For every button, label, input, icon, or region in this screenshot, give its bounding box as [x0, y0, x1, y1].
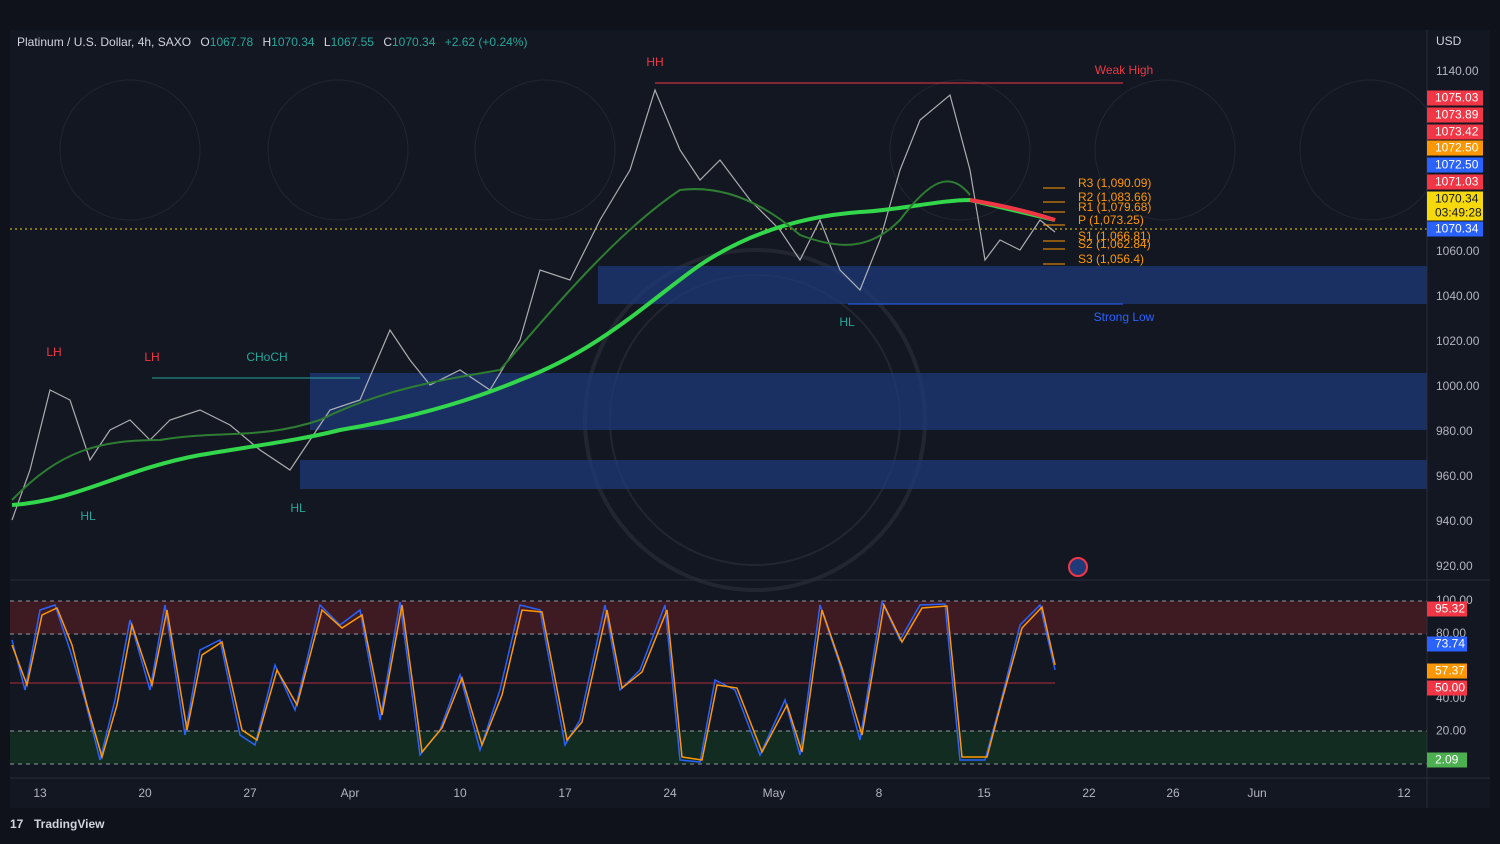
price-label: 960.00 [1436, 469, 1473, 483]
price-tag-label: 1071.03 [1435, 175, 1479, 189]
close-label: C [383, 35, 392, 49]
structure-label: Weak High [1095, 63, 1153, 77]
oversold-band [10, 731, 1427, 764]
brand-logo: 17 [10, 817, 24, 831]
stoch-k [11, 599, 1056, 763]
osc-tag [1427, 680, 1467, 696]
osc-tag [1427, 752, 1467, 768]
structure-label: CHoCH [246, 350, 287, 364]
price-label: 1140.00 [1436, 64, 1479, 78]
pivot-label: R1 (1,079.68) [1078, 200, 1151, 214]
price-tag-label: 1070.34 [1435, 222, 1479, 236]
osc-tag-label: 73.74 [1435, 637, 1465, 651]
price-tag-label: 1073.89 [1435, 108, 1479, 122]
price-tag-label: 1070.34 [1435, 192, 1479, 206]
structure-label: HL [80, 509, 96, 523]
low: 1067.55 [331, 35, 375, 49]
price-tag-label: 1072.50 [1435, 141, 1479, 155]
overbought-band [10, 601, 1427, 634]
osc-label: 20.00 [1436, 724, 1466, 738]
price-tag-label: 1075.03 [1435, 91, 1479, 105]
header: Platinum / U.S. Dollar, 4h, SAXO O1067.7… [17, 35, 527, 49]
price-tag [1427, 221, 1483, 237]
price-tag [1427, 90, 1483, 106]
time-label: 17 [558, 786, 572, 800]
pivot-label: P (1,073.25) [1078, 213, 1144, 227]
structure-label: LH [46, 345, 61, 359]
price-label: 1040.00 [1436, 289, 1480, 303]
time-label: 13 [33, 786, 47, 800]
high-label: H [263, 35, 272, 49]
event-flag[interactable] [1068, 557, 1088, 577]
structure-label: Strong Low [1094, 310, 1155, 324]
price-label: 1020.00 [1436, 334, 1480, 348]
symbol: Platinum / U.S. Dollar, 4h, SAXO [17, 35, 191, 49]
price-tag-label: 03:49:28 [1435, 206, 1482, 220]
osc-label: 80.00 [1436, 626, 1466, 640]
time-label: 15 [977, 786, 991, 800]
ema-fast-line [11, 180, 971, 501]
demand-zone [300, 460, 1427, 489]
price-tag-label: 1072.50 [1435, 158, 1479, 172]
price-label: 940.00 [1436, 514, 1473, 528]
osc-tag [1427, 636, 1467, 652]
ema-bear-line [969, 198, 1056, 222]
demand-zone [598, 266, 1427, 304]
pivot-label: S3 (1,056.4) [1078, 252, 1144, 266]
price-tag [1427, 107, 1483, 123]
pivot-label: R2 (1,083.66) [1078, 190, 1151, 204]
osc-tag-label: 95.32 [1435, 602, 1465, 616]
osc-tag-label: 57.37 [1435, 664, 1465, 678]
time-label: 20 [138, 786, 152, 800]
pivot-label: S2 (1,062.84) [1078, 237, 1151, 251]
structure-label: HL [839, 315, 855, 329]
osc-tag [1427, 601, 1467, 617]
time-label: May [763, 786, 786, 800]
low-label: L [324, 35, 331, 49]
structure-label: HH [646, 55, 663, 69]
time-label: 10 [453, 786, 467, 800]
price-tag [1427, 191, 1483, 207]
price-label: 1060.00 [1436, 244, 1480, 258]
price-tag [1427, 205, 1483, 221]
close: 1070.34 [392, 35, 436, 49]
time-label: 26 [1166, 786, 1180, 800]
time-label: Apr [341, 786, 360, 800]
osc-tag [1427, 663, 1467, 679]
structure-label: HL [290, 501, 306, 515]
demand-zone [310, 373, 1427, 430]
time-label: 27 [243, 786, 257, 800]
high: 1070.34 [271, 35, 315, 49]
price-label: 920.00 [1436, 559, 1473, 573]
price-label: 1000.00 [1436, 379, 1480, 393]
pivot-label: S1 (1,066.81) [1078, 229, 1151, 243]
price-line [11, 88, 1056, 521]
price-tag-label: 1073.42 [1435, 125, 1479, 139]
time-label: 8 [876, 786, 883, 800]
osc-tag-label: 50.00 [1435, 681, 1465, 695]
time-label: 24 [663, 786, 677, 800]
currency: USD [1436, 34, 1462, 48]
price-tag [1427, 174, 1483, 190]
price-tag [1427, 140, 1483, 156]
change: +2.62 (+0.24%) [445, 35, 528, 49]
price-label: 980.00 [1436, 424, 1473, 438]
structure-label: LH [144, 350, 159, 364]
price-tag [1427, 157, 1483, 173]
ema-line [11, 197, 1056, 507]
open-label: O [200, 35, 209, 49]
open: 1067.78 [210, 35, 254, 49]
time-label: 22 [1082, 786, 1096, 800]
time-label: Jun [1247, 786, 1266, 800]
osc-tag-label: 2.09 [1435, 753, 1459, 767]
price-tag [1427, 124, 1483, 140]
time-label: 12 [1397, 786, 1411, 800]
stoch-d [11, 602, 1056, 761]
brand: TradingView [34, 817, 105, 831]
pivot-label: R3 (1,090.09) [1078, 176, 1151, 190]
